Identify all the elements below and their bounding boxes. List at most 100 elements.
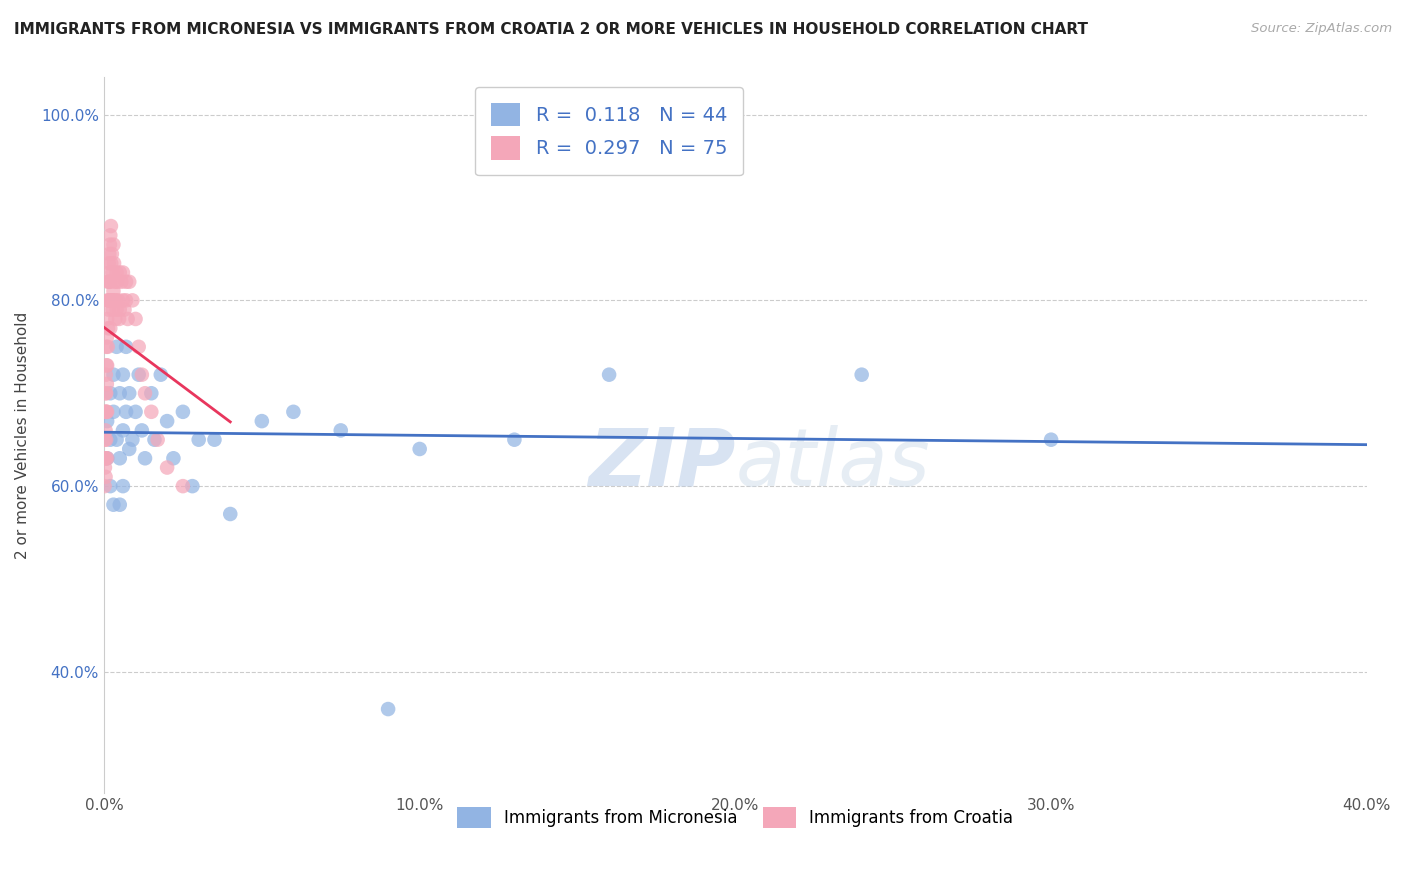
Point [96,451,118,466]
Point [98,265,121,279]
Point [111,293,134,308]
Point [329,424,352,438]
Point [128,340,150,354]
Point [250,414,273,428]
Point [107,293,129,308]
Point [96,414,118,428]
Point [96,359,118,373]
Point [156,460,179,475]
Point [103,293,125,308]
Point [97,275,120,289]
Point [94,470,117,484]
Point [94,405,117,419]
Point [96,340,118,354]
Point [96,386,118,401]
Point [408,442,430,456]
Point [96,405,118,419]
Point [115,275,138,289]
Point [124,312,146,326]
Point [100,219,122,233]
Point [283,405,305,419]
Point [103,284,125,298]
Point [94,451,117,466]
Point [103,256,125,270]
Point [124,405,146,419]
Point [149,368,172,382]
Point [104,275,127,289]
Point [101,265,124,279]
Point [187,433,209,447]
Point [100,293,122,308]
Point [111,265,134,279]
Point [121,433,143,447]
Point [141,386,163,401]
Point [134,451,156,466]
Point [598,368,620,382]
Point [103,498,125,512]
Point [94,386,117,401]
Point [97,340,120,354]
Point [103,405,125,419]
Point [181,479,204,493]
Point [103,237,125,252]
Text: ZIP: ZIP [588,425,735,503]
Point [121,293,143,308]
Point [98,247,121,261]
Point [108,265,131,279]
Point [108,498,131,512]
Point [111,479,134,493]
Point [143,433,166,447]
Point [111,368,134,382]
Point [101,247,124,261]
Point [96,376,118,391]
Point [100,256,122,270]
Point [94,424,117,438]
Point [98,321,121,335]
Point [172,405,194,419]
Point [94,405,117,419]
Point [108,312,131,326]
Point [98,293,121,308]
Point [114,302,136,317]
Point [141,405,163,419]
Point [94,451,117,466]
Point [131,368,153,382]
Point [97,256,120,270]
Point [96,451,118,466]
Point [104,293,127,308]
Point [103,368,125,382]
Point [110,275,132,289]
Point [1040,433,1063,447]
Point [96,433,118,447]
Point [503,433,526,447]
Point [98,433,121,447]
Point [204,433,226,447]
Point [98,275,121,289]
Point [115,340,138,354]
Point [94,433,117,447]
Point [96,330,118,344]
Y-axis label: 2 or more Vehicles in Household: 2 or more Vehicles in Household [15,311,30,558]
Point [98,386,121,401]
Point [96,312,118,326]
Point [108,451,131,466]
Point [146,433,169,447]
Point [115,405,138,419]
Point [96,359,118,373]
Text: IMMIGRANTS FROM MICRONESIA VS IMMIGRANTS FROM CROATIA 2 OR MORE VEHICLES IN HOUS: IMMIGRANTS FROM MICRONESIA VS IMMIGRANTS… [14,22,1088,37]
Point [219,507,242,521]
Point [98,275,121,289]
Point [105,265,128,279]
Point [118,275,141,289]
Text: Source: ZipAtlas.com: Source: ZipAtlas.com [1251,22,1392,36]
Point [128,368,150,382]
Point [851,368,873,382]
Point [105,275,128,289]
Point [96,405,118,419]
Point [111,424,134,438]
Point [115,293,138,308]
Point [156,414,179,428]
Point [104,312,127,326]
Point [172,479,194,493]
Point [97,302,120,317]
